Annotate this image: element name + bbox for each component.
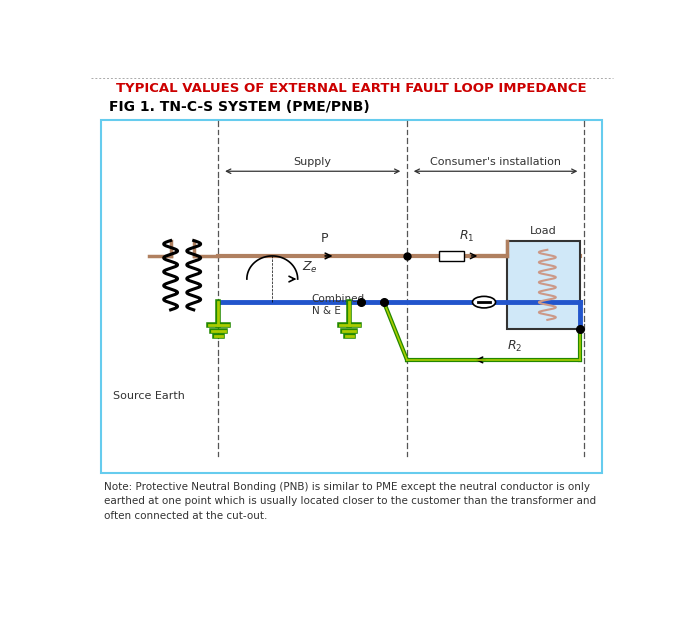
Bar [439, 251, 464, 261]
Text: Consumer's installation: Consumer's installation [430, 157, 561, 167]
Ellipse shape [473, 296, 495, 308]
Text: Note: Protective Neutral Bonding (PNB) is similar to PME except the neutral cond: Note: Protective Neutral Bonding (PNB) i… [104, 481, 597, 521]
Text: TYPICAL VALUES OF EXTERNAL EARTH FAULT LOOP IMPEDANCE: TYPICAL VALUES OF EXTERNAL EARTH FAULT L… [116, 82, 587, 96]
Text: Source Earth: Source Earth [113, 391, 185, 401]
Text: $R_1$: $R_1$ [460, 229, 475, 244]
Text: $Z_e$: $Z_e$ [302, 260, 318, 275]
Bar [507, 241, 580, 329]
Text: FIG 1. TN-C-S SYSTEM (PME/PNB): FIG 1. TN-C-S SYSTEM (PME/PNB) [109, 101, 370, 114]
Text: Load: Load [530, 226, 557, 236]
Text: Supply: Supply [294, 157, 331, 167]
Bar [102, 121, 602, 473]
Text: $R_2$: $R_2$ [507, 339, 523, 354]
Text: Combined
N & E: Combined N & E [311, 294, 365, 316]
Text: P: P [321, 232, 329, 245]
